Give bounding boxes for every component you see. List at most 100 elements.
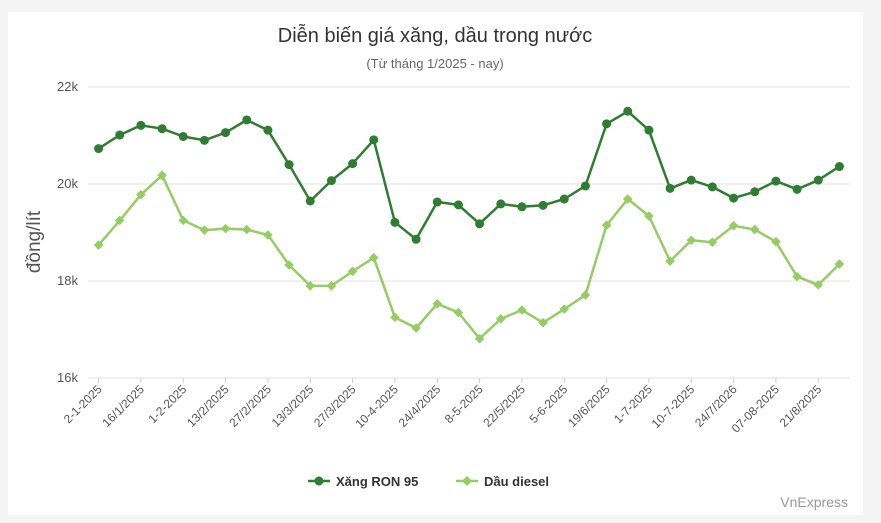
legend-label-diesel: Dầu diesel [484,474,549,489]
data-point[interactable] [622,194,633,204]
data-point[interactable] [623,106,633,116]
credit-text: VnExpress [780,494,848,510]
data-point[interactable] [390,312,400,323]
data-point[interactable] [644,125,654,135]
data-point[interactable] [305,196,315,206]
data-point[interactable] [602,119,612,129]
data-point[interactable] [580,181,590,191]
line-chart: Diễn biến giá xăng, dầu trong nước (Từ t… [24,24,850,510]
data-point[interactable] [538,317,548,328]
data-point[interactable] [834,162,844,172]
data-point[interactable] [517,202,527,212]
data-point[interactable] [157,170,167,181]
data-point[interactable] [475,219,485,229]
data-point[interactable] [750,187,760,197]
x-tick-label: 22/5/2025 [480,382,528,430]
data-point[interactable] [517,305,527,315]
data-point[interactable] [94,144,104,154]
data-point[interactable] [369,135,379,145]
gridlines [88,86,850,379]
data-point[interactable] [411,323,421,333]
series-layer [93,106,845,344]
x-tick-label: 13/2/2025 [184,382,232,430]
legend-item-ron95[interactable]: Xăng RON 95 [308,474,418,489]
series-line [97,110,841,241]
x-tick-label: 10-4-2025 [352,382,401,431]
data-point[interactable] [305,281,316,291]
data-point[interactable] [749,224,760,235]
data-point[interactable] [157,124,167,134]
data-point[interactable] [348,159,358,169]
data-point[interactable] [665,256,675,266]
y-tick-label: 22k [57,79,78,94]
data-point[interactable] [178,131,188,141]
data-point[interactable] [284,260,294,270]
data-point[interactable] [474,333,485,344]
data-point[interactable] [644,211,654,221]
data-point[interactable] [368,252,379,263]
x-tick-label: 16/1/2025 [99,382,147,430]
x-tick-label: 19/6/2025 [565,382,613,430]
data-point[interactable] [559,194,569,204]
data-point[interactable] [834,259,845,269]
data-point[interactable] [93,240,104,250]
data-point[interactable] [411,234,421,244]
data-point[interactable] [665,183,675,193]
y-axis-label: đồng/lít [24,210,45,273]
data-point[interactable] [580,290,591,300]
x-tick-label: 1-7-2025 [611,382,655,426]
data-point[interactable] [284,160,294,170]
data-point[interactable] [263,230,273,240]
data-point[interactable] [242,115,252,125]
legend-item-diesel[interactable]: Dầu diesel [456,474,549,489]
data-point[interactable] [136,120,146,130]
data-point[interactable] [114,215,125,226]
data-point[interactable] [813,175,823,185]
data-point[interactable] [390,217,400,227]
data-point[interactable] [263,125,273,135]
data-point[interactable] [453,200,463,210]
data-point[interactable] [601,220,612,231]
data-point[interactable] [729,193,739,203]
data-point[interactable] [707,237,718,247]
data-point[interactable] [728,220,739,231]
legend: Xăng RON 95 Dầu diesel [308,474,549,489]
x-tick-label: 5-6-2025 [526,382,570,426]
data-point[interactable] [813,280,824,290]
x-tick-label: 2-1-2025 [61,382,105,426]
data-point[interactable] [199,225,210,235]
data-point[interactable] [496,199,506,209]
data-point[interactable] [771,236,781,247]
chart-subtitle: (Từ tháng 1/2025 - nay) [366,56,503,71]
x-tick-label: 27/2/2025 [226,382,274,430]
data-point[interactable] [326,176,336,186]
x-tick-label: 27/3/2025 [311,382,359,430]
data-point[interactable] [221,128,231,138]
data-point[interactable] [326,281,337,291]
data-point[interactable] [771,176,781,186]
data-point[interactable] [559,304,570,314]
data-point[interactable] [136,189,146,200]
data-point[interactable] [241,224,252,235]
data-point[interactable] [347,266,358,277]
data-point[interactable] [178,215,189,226]
x-tick-label: 21/8/2025 [777,382,825,430]
data-point[interactable] [538,200,548,210]
data-point[interactable] [495,314,506,324]
legend-marker-ron95 [314,476,324,486]
data-point[interactable] [707,182,717,192]
data-point[interactable] [686,175,696,185]
x-tick-label: 24/4/2025 [396,382,444,430]
series-line [97,174,841,340]
data-point[interactable] [199,135,209,145]
data-point[interactable] [453,307,464,318]
data-point[interactable] [686,235,697,246]
data-point[interactable] [220,223,231,234]
data-point[interactable] [792,271,802,282]
x-tick-label: 10-7-2025 [649,382,698,431]
data-point[interactable] [792,184,802,194]
data-point[interactable] [432,298,443,309]
data-point[interactable] [432,197,442,207]
y-tick-label: 16k [57,370,78,385]
data-point[interactable] [115,130,125,140]
